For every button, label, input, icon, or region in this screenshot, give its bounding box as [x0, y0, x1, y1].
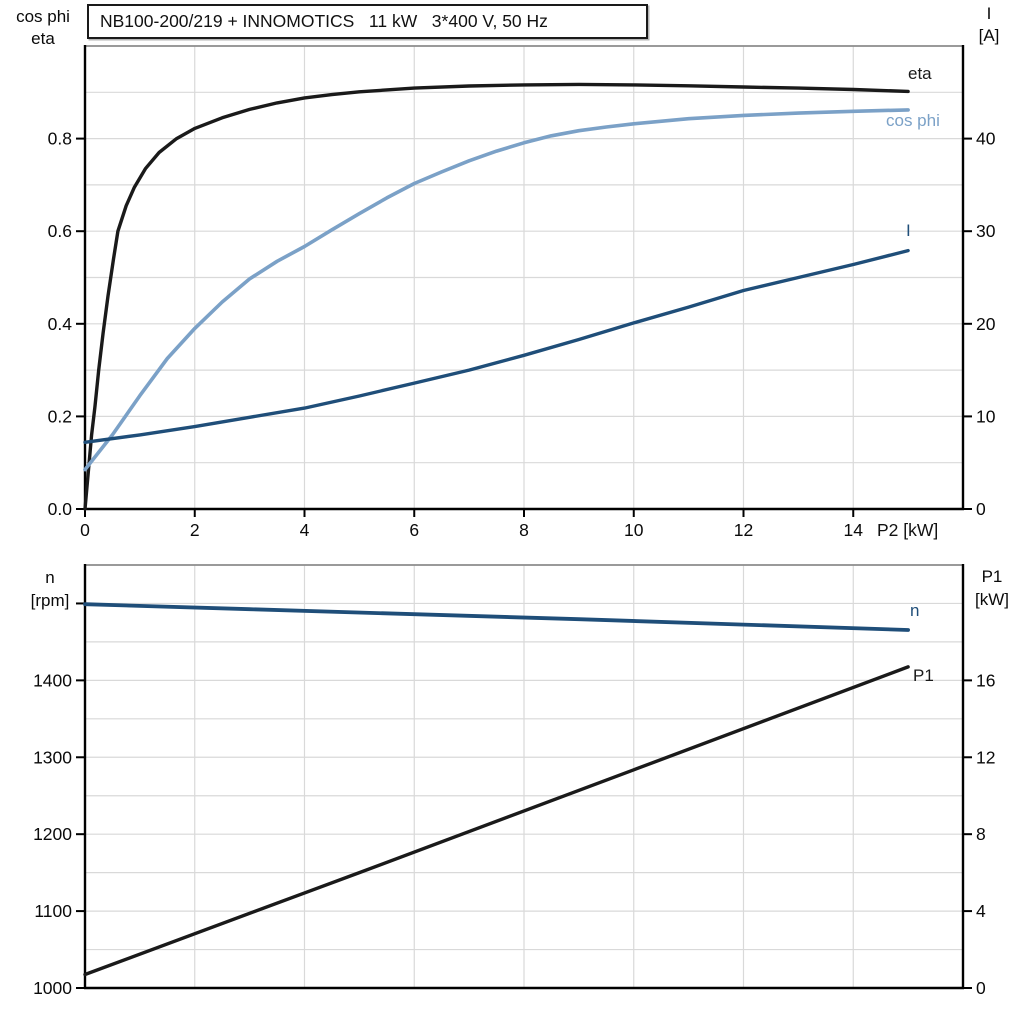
curve-speed: [83, 602, 910, 632]
left-axis-tick-label: 1200: [33, 824, 72, 844]
curve-eta: [83, 82, 910, 511]
curve-cos-phi: [83, 108, 910, 472]
right-axis-tick-label: 40: [976, 129, 996, 149]
top-left-axis-header: cos phi eta: [2, 6, 84, 50]
right-axis-tick-label: 12: [976, 747, 995, 767]
top-right-axis-header: I [A]: [962, 3, 1016, 47]
cos-phi-axis-title: cos phi: [16, 7, 70, 26]
left-axis-tick-label: 1000: [33, 978, 72, 998]
pump-motor-title-box: NB100-200/219 + INNOMOTICS 11 kW 3*400 V…: [87, 4, 648, 39]
right-axis-tick-label: 20: [976, 314, 996, 334]
x-axis-tick-label: 2: [190, 520, 200, 540]
speed-axis-title: n: [45, 568, 55, 587]
input-power-axis-title: P1: [981, 567, 1003, 586]
input-power-curve-label: P1: [913, 666, 934, 685]
left-axis-tick-label: 1400: [33, 670, 72, 690]
input-power-axis-unit: [kW]: [975, 590, 1009, 609]
left-axis-tick-label: 1100: [34, 901, 72, 921]
left-axis-tick-label: 0.2: [48, 406, 72, 426]
left-axis-tick-label: 0.6: [48, 221, 72, 241]
left-axis-tick-label: 1300: [33, 747, 72, 767]
x-axis-label: P2 [kW]: [877, 520, 939, 540]
right-axis-tick-label: 4: [976, 901, 986, 921]
left-axis-tick-label: 0.0: [48, 499, 73, 519]
right-axis-tick-label: 16: [976, 670, 995, 690]
cos-phi-curve-label: cos phi: [886, 111, 940, 130]
right-axis-tick-label: 8: [976, 824, 986, 844]
x-axis-tick-label: 8: [519, 520, 529, 540]
left-axis-tick-label: 0.4: [48, 314, 73, 334]
current-axis-unit: [A]: [978, 26, 1000, 45]
speed-axis-unit: [rpm]: [30, 591, 70, 610]
current-axis-title: I: [986, 4, 992, 23]
curve-input-power: [83, 665, 910, 977]
x-axis-tick-label: 4: [300, 520, 310, 540]
curve-current: [83, 248, 910, 444]
right-axis-tick-label: 0: [976, 499, 986, 519]
eta-axis-title: eta: [31, 29, 55, 48]
current-curve-label: I: [906, 221, 911, 240]
x-axis-tick-label: 10: [624, 520, 644, 540]
eta-curve-label: eta: [908, 64, 932, 83]
x-axis-tick-label: 6: [409, 520, 419, 540]
x-axis-tick-label: 12: [734, 520, 753, 540]
bottom-right-axis-header: P1 [kW]: [963, 565, 1021, 611]
x-axis-tick-label: 14: [844, 520, 864, 540]
pump-motor-title: NB100-200/219 + INNOMOTICS 11 kW 3*400 V…: [100, 11, 548, 31]
x-axis-tick-label: 0: [80, 520, 90, 540]
right-axis-tick-label: 0: [976, 978, 986, 998]
right-axis-tick-label: 10: [976, 406, 996, 426]
right-axis-tick-label: 30: [976, 221, 996, 241]
speed-curve-label: n: [910, 601, 920, 620]
left-axis-tick-label: 0.8: [48, 129, 72, 149]
bottom-left-axis-header: n [rpm]: [8, 566, 92, 612]
